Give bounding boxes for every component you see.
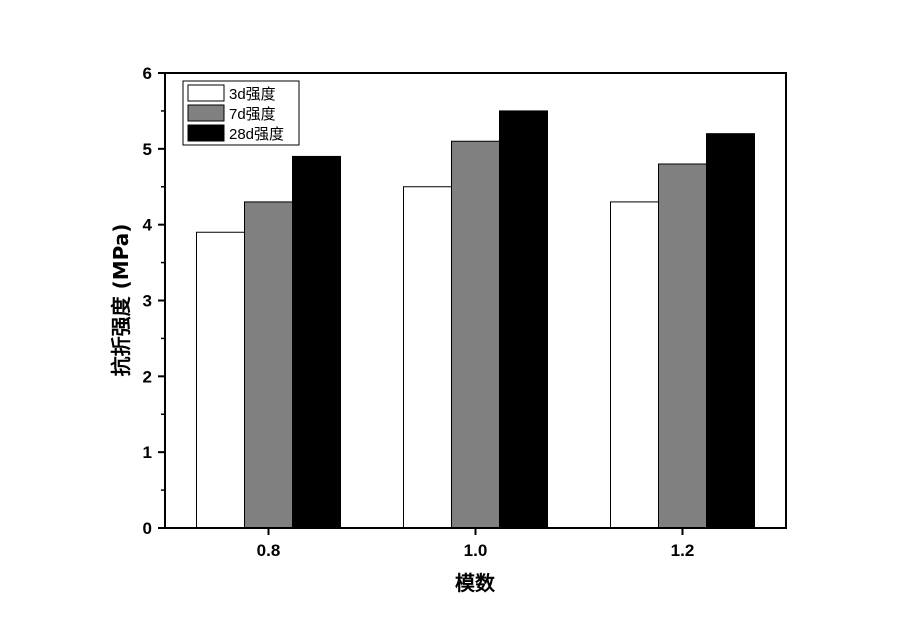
- bar-7d强度-1.2: [658, 163, 707, 529]
- y-tick-label: 2: [143, 367, 152, 386]
- y-tick-label: 0: [143, 519, 152, 538]
- x-axis: 0.8 1.0 1.2: [257, 528, 695, 560]
- y-tick-label: 4: [143, 216, 153, 235]
- x-tick-label: 0.8: [257, 541, 281, 560]
- bar-3d强度-1.2: [610, 201, 659, 529]
- legend-swatch: [187, 104, 225, 122]
- y-tick-label: 1: [143, 443, 152, 462]
- legend-label: 3d强度: [229, 86, 276, 103]
- y-tick-label: 3: [143, 292, 152, 311]
- bar-3d强度-1.0: [403, 186, 452, 529]
- legend-swatch: [187, 84, 225, 102]
- x-axis-label: 模数: [455, 571, 496, 595]
- bar-28d强度-1.2: [706, 133, 755, 529]
- legend-swatch: [187, 124, 225, 142]
- bar-7d强度-0.8: [244, 201, 293, 529]
- bar-28d强度-0.8: [292, 155, 341, 529]
- bar-7d强度-1.0: [451, 140, 500, 529]
- legend: 3d强度 7d强度 28d强度: [182, 80, 300, 146]
- y-axis-label: 抗折强度 (MPa): [109, 224, 133, 377]
- x-tick-label: 1.0: [464, 541, 488, 560]
- legend-label: 7d强度: [229, 106, 276, 123]
- legend-label: 28d强度: [229, 126, 284, 143]
- bar-3d强度-0.8: [196, 231, 245, 529]
- bar-28d强度-1.0: [499, 110, 548, 529]
- y-axis: 0 1 2 3 4 5 6: [143, 64, 165, 538]
- y-tick-label: 5: [143, 140, 152, 159]
- y-tick-label: 6: [143, 64, 152, 83]
- x-tick-label: 1.2: [671, 541, 695, 560]
- bars-group: [196, 110, 755, 529]
